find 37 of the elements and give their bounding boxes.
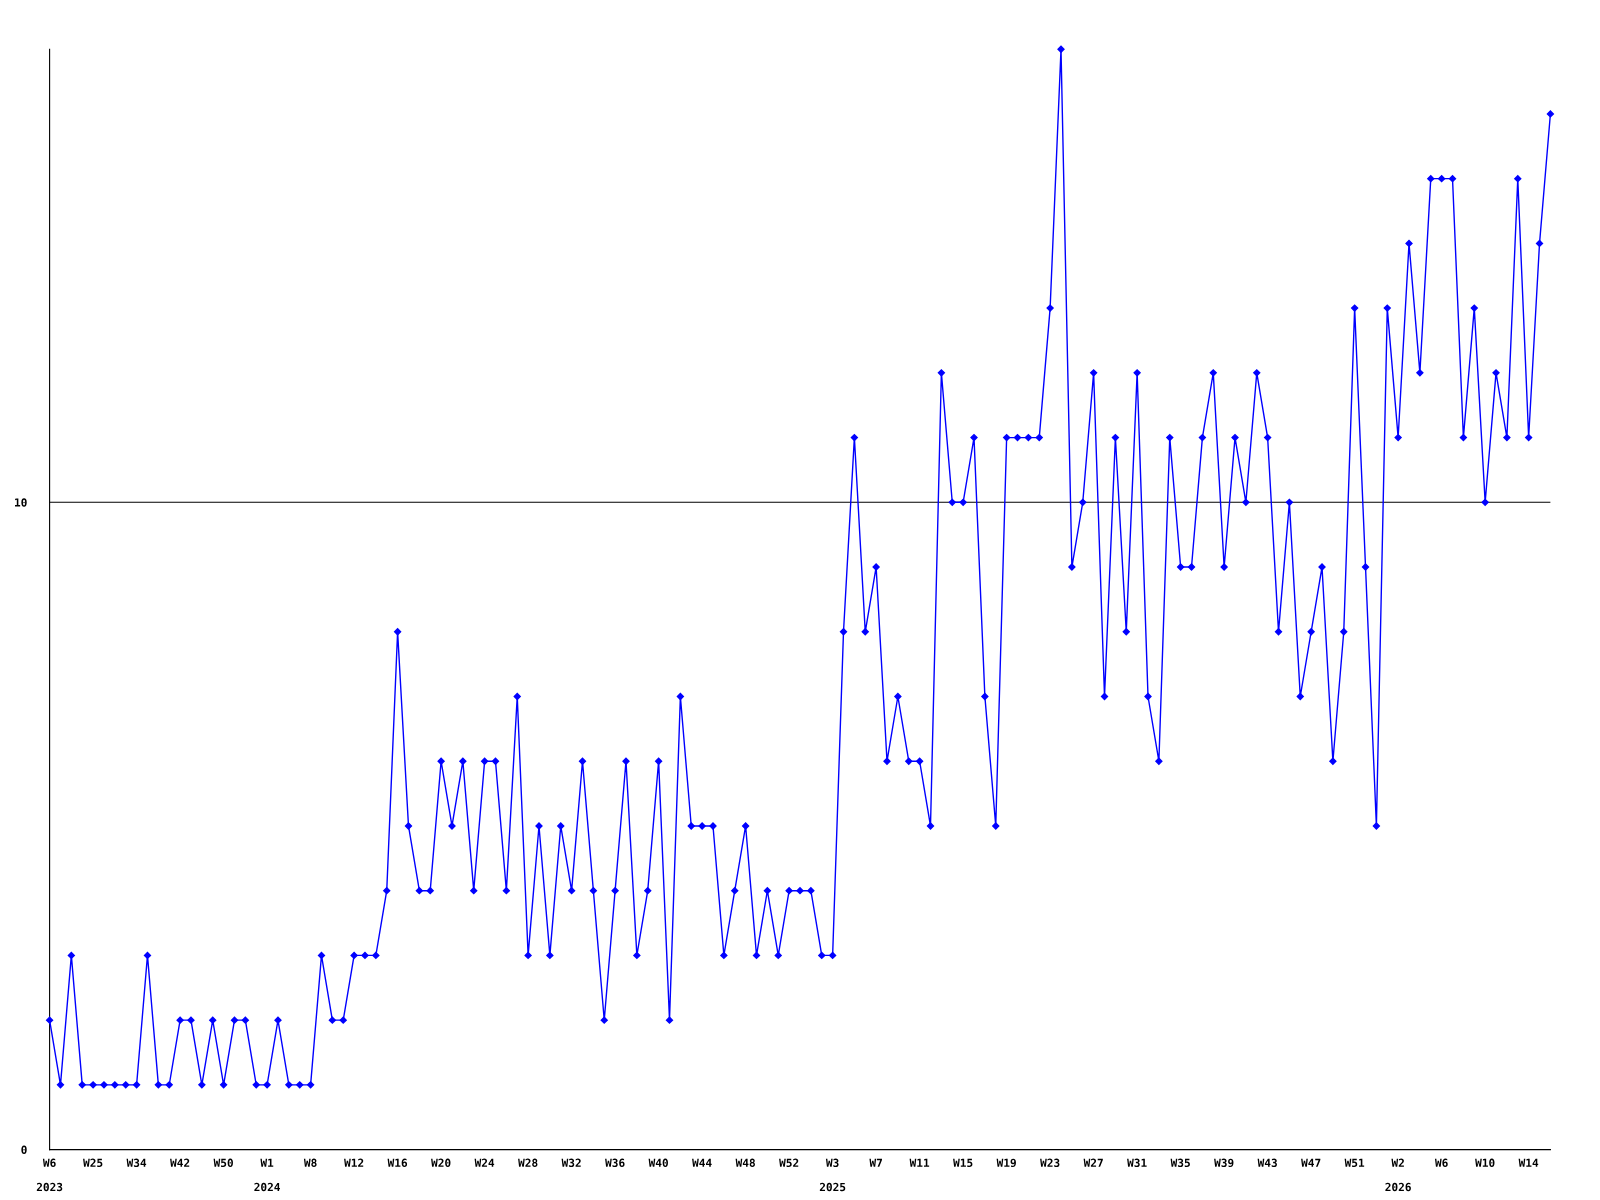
x-tick-label: W35 [1170, 1158, 1190, 1167]
x-tick-label: W7 [869, 1158, 882, 1167]
x-tick-label: W34 [126, 1158, 147, 1167]
x-tick-label: W31 [1127, 1158, 1147, 1167]
x-tick-label: W47 [1301, 1158, 1321, 1167]
x-tick-label: W28 [518, 1158, 538, 1167]
x-tick-label: W12 [344, 1158, 364, 1167]
x-tick-label: W6 [1434, 1158, 1448, 1168]
x-tick-label: W19 [996, 1158, 1016, 1168]
x-tick-label: W24 [474, 1158, 495, 1167]
x-tick-label: W8 [303, 1158, 317, 1167]
x-tick-label: W40 [648, 1158, 668, 1167]
x-tick-label: W52 [779, 1158, 799, 1167]
x-tick-label: W43 [1257, 1158, 1277, 1167]
x-tick-label: W48 [735, 1158, 755, 1167]
x-tick-label: W15 [953, 1158, 973, 1167]
x-tick-label: W50 [213, 1158, 233, 1167]
x-tick-label: W16 [387, 1158, 408, 1168]
y-tick-label: 0 [21, 1145, 27, 1154]
x-tick-label: W23 [1040, 1158, 1060, 1167]
x-tick-label: W44 [692, 1158, 712, 1167]
x-tick-label: W25 [83, 1158, 103, 1167]
y-tick-label: 10 [15, 498, 27, 507]
x-tick-label: W32 [561, 1158, 581, 1167]
x-tick-label: W20 [431, 1158, 451, 1167]
x-tick-label: W39 [1214, 1158, 1234, 1168]
x-tick-label: W14 [1518, 1158, 1539, 1167]
category-label: W1 2024 [254, 1158, 280, 1192]
x-tick-label: W42 [170, 1158, 190, 1167]
category-label: W2 2026 [1385, 1158, 1411, 1192]
x-tick-label: W27 [1083, 1158, 1103, 1167]
x-tick-label: W51 [1344, 1158, 1365, 1167]
category-label: W6 2023 [36, 1158, 63, 1192]
x-tick-label: W11 [909, 1158, 930, 1167]
category-label: W3 2025 [819, 1158, 846, 1192]
x-tick-label: W10 [1475, 1158, 1495, 1167]
x-tick-label: W36 [605, 1158, 625, 1168]
